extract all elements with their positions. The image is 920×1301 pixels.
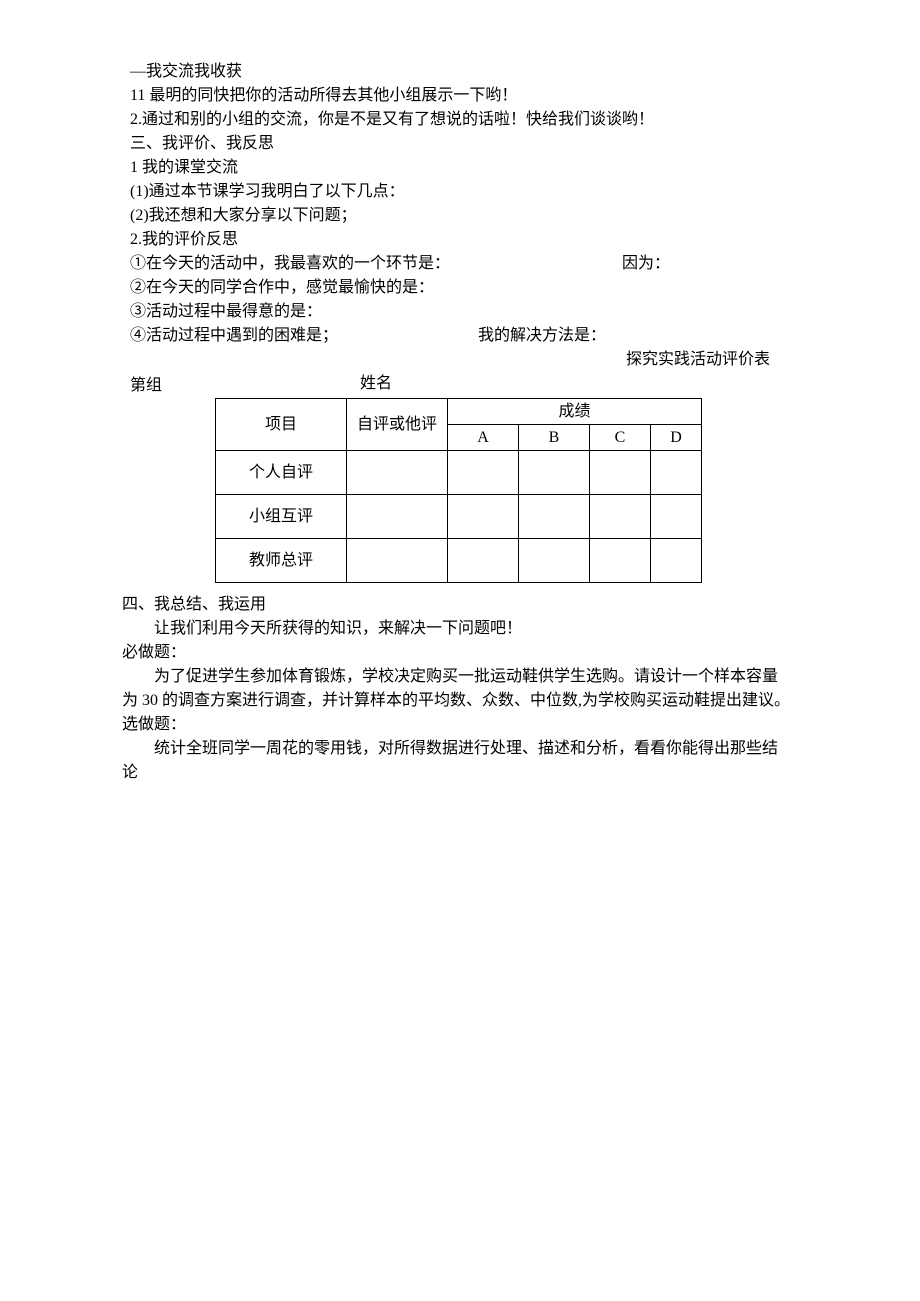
row-label: 小组互评: [216, 495, 347, 539]
table-row: 教师总评: [216, 539, 702, 583]
cell: [519, 451, 590, 495]
cell: [347, 451, 448, 495]
line-2-1-left: ①在今天的活动中，我最喜欢的一个环节是：: [130, 252, 450, 276]
table-row: 小组互评: [216, 495, 702, 539]
must-body: 为了促进学生参加体育锻炼，学校决定购买一批运动鞋供学生选购。请设计一个样本容量为…: [122, 665, 790, 713]
section-4-title: 四、我总结、我运用: [122, 593, 790, 617]
cell: [519, 539, 590, 583]
header-grade-a: A: [448, 425, 519, 451]
group-label: 第组: [130, 372, 215, 398]
cell: [651, 495, 702, 539]
cell: [519, 495, 590, 539]
header-item: 项目: [216, 399, 347, 451]
line-2-3: ③活动过程中最得意的是：: [130, 300, 790, 324]
cell: [448, 539, 519, 583]
line-1-1: (1)通过本节课学习我明白了以下几点：: [130, 180, 790, 204]
line-2-4-right: 我的解决方法是：: [478, 324, 606, 348]
opt-label: 选做题：: [122, 713, 790, 737]
table-title: 探究实践活动评价表: [130, 348, 790, 372]
line-1: 1 我的课堂交流: [130, 156, 790, 180]
line-item-2: 2.通过和别的小组的交流，你是不是又有了想说的话啦！快给我们谈谈哟！: [130, 108, 790, 132]
section-4-intro: 让我们利用今天所获得的知识，来解决一下问题吧！: [122, 617, 790, 641]
header-grade-d: D: [651, 425, 702, 451]
opt-body: 统计全班同学一周花的零用钱，对所得数据进行处理、描述和分析，看看你能得出那些结论: [122, 737, 790, 785]
cell: [590, 539, 651, 583]
header-grade-b: B: [519, 425, 590, 451]
cell: [590, 495, 651, 539]
line-item-11: 11 最明的同快把你的活动所得去其他小组展示一下哟！: [130, 84, 790, 108]
line-subtitle: —我交流我收获: [130, 60, 790, 84]
line-2-2: ②在今天的同学合作中，感觉最愉快的是：: [130, 276, 790, 300]
header-eval-type: 自评或他评: [347, 399, 448, 451]
cell: [590, 451, 651, 495]
line-1-2: (2)我还想和大家分享以下问题；: [130, 204, 790, 228]
cell: [347, 539, 448, 583]
line-2-4: ④活动过程中遇到的困难是； 我的解决方法是：: [130, 324, 790, 348]
must-label: 必做题：: [122, 641, 790, 665]
line-2-1-right: 因为：: [622, 252, 790, 276]
cell: [448, 451, 519, 495]
evaluation-table-wrap: 项目 自评或他评 成绩 A B C D 个人自评 小组互评: [215, 398, 790, 583]
group-name-row: 第组 姓名: [130, 372, 790, 398]
section-4: 四、我总结、我运用 让我们利用今天所获得的知识，来解决一下问题吧！ 必做题： 为…: [122, 593, 790, 785]
cell: [651, 539, 702, 583]
section-3-title: 三、我评价、我反思: [130, 132, 790, 156]
cell: [448, 495, 519, 539]
table-header-row-1: 项目 自评或他评 成绩: [216, 399, 702, 425]
row-label: 教师总评: [216, 539, 347, 583]
header-grade-c: C: [590, 425, 651, 451]
line-2-4-left: ④活动过程中遇到的困难是；: [130, 324, 338, 348]
line-2: 2.我的评价反思: [130, 228, 790, 252]
evaluation-table: 项目 自评或他评 成绩 A B C D 个人自评 小组互评: [215, 398, 702, 583]
header-score: 成绩: [448, 399, 702, 425]
cell: [347, 495, 448, 539]
name-label: 姓名: [360, 372, 392, 396]
line-2-1: ①在今天的活动中，我最喜欢的一个环节是： 因为：: [130, 252, 790, 276]
row-label: 个人自评: [216, 451, 347, 495]
table-row: 个人自评: [216, 451, 702, 495]
document-page: —我交流我收获 11 最明的同快把你的活动所得去其他小组展示一下哟！ 2.通过和…: [0, 0, 920, 1301]
cell: [651, 451, 702, 495]
